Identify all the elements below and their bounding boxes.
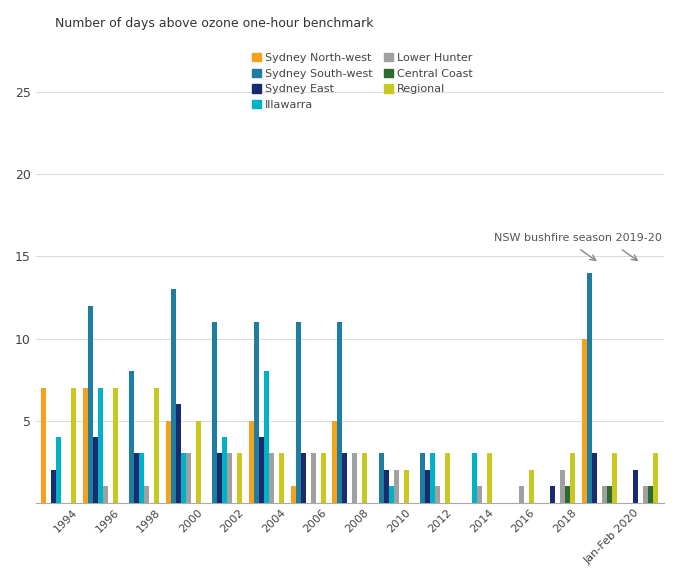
Bar xyxy=(643,486,649,503)
Bar xyxy=(279,453,284,503)
Bar xyxy=(181,453,186,503)
Bar xyxy=(420,453,425,503)
Bar xyxy=(611,453,617,503)
Bar xyxy=(51,470,56,503)
Bar xyxy=(550,486,555,503)
Bar xyxy=(570,453,575,503)
Bar xyxy=(529,470,533,503)
Bar xyxy=(155,388,159,503)
Legend: Sydney North-west, Sydney South-west, Sydney East, Illawarra, Lower Hunter, Cent: Sydney North-west, Sydney South-west, Sy… xyxy=(247,48,477,114)
Bar xyxy=(213,322,217,503)
Bar xyxy=(388,486,394,503)
Bar xyxy=(518,486,524,503)
Bar xyxy=(582,339,586,503)
Bar xyxy=(92,437,98,503)
Bar xyxy=(431,453,435,503)
Bar xyxy=(332,421,337,503)
Bar xyxy=(196,421,201,503)
Bar xyxy=(171,289,176,503)
Bar xyxy=(602,486,607,503)
Bar xyxy=(129,371,135,503)
Bar xyxy=(487,453,492,503)
Bar xyxy=(362,453,367,503)
Bar xyxy=(249,421,254,503)
Bar xyxy=(295,322,301,503)
Bar xyxy=(144,486,149,503)
Bar xyxy=(83,388,88,503)
Bar xyxy=(342,453,347,503)
Bar xyxy=(217,453,222,503)
Bar xyxy=(88,306,92,503)
Bar xyxy=(98,388,103,503)
Bar xyxy=(477,486,482,503)
Bar xyxy=(237,453,242,503)
Bar xyxy=(310,453,315,503)
Bar xyxy=(186,453,191,503)
Bar xyxy=(321,453,326,503)
Bar xyxy=(56,437,61,503)
Bar xyxy=(404,470,408,503)
Bar xyxy=(560,470,565,503)
Bar xyxy=(301,453,306,503)
Bar xyxy=(384,470,388,503)
Bar xyxy=(112,388,118,503)
Bar xyxy=(592,453,597,503)
Bar xyxy=(472,453,477,503)
Bar xyxy=(269,453,274,503)
Bar xyxy=(166,421,171,503)
Bar xyxy=(41,388,46,503)
Bar xyxy=(352,453,357,503)
Bar xyxy=(228,453,233,503)
Bar xyxy=(71,388,76,503)
Bar xyxy=(653,453,658,503)
Bar xyxy=(435,486,440,503)
Bar xyxy=(254,322,259,503)
Bar xyxy=(259,437,264,503)
Bar xyxy=(176,404,181,503)
Text: NSW bushfire season 2019-20: NSW bushfire season 2019-20 xyxy=(495,233,662,243)
Bar xyxy=(139,453,144,503)
Bar xyxy=(586,273,592,503)
Text: Number of days above ozone one-hour benchmark: Number of days above ozone one-hour benc… xyxy=(55,17,374,30)
Bar xyxy=(337,322,342,503)
Bar xyxy=(633,470,638,503)
Bar xyxy=(425,470,431,503)
Bar xyxy=(445,453,451,503)
Bar xyxy=(264,371,269,503)
Bar xyxy=(379,453,384,503)
Bar xyxy=(290,486,295,503)
Bar xyxy=(607,486,611,503)
Bar xyxy=(103,486,108,503)
Bar xyxy=(222,437,228,503)
Bar xyxy=(394,470,399,503)
Bar xyxy=(135,453,139,503)
Bar xyxy=(565,486,570,503)
Bar xyxy=(649,486,653,503)
